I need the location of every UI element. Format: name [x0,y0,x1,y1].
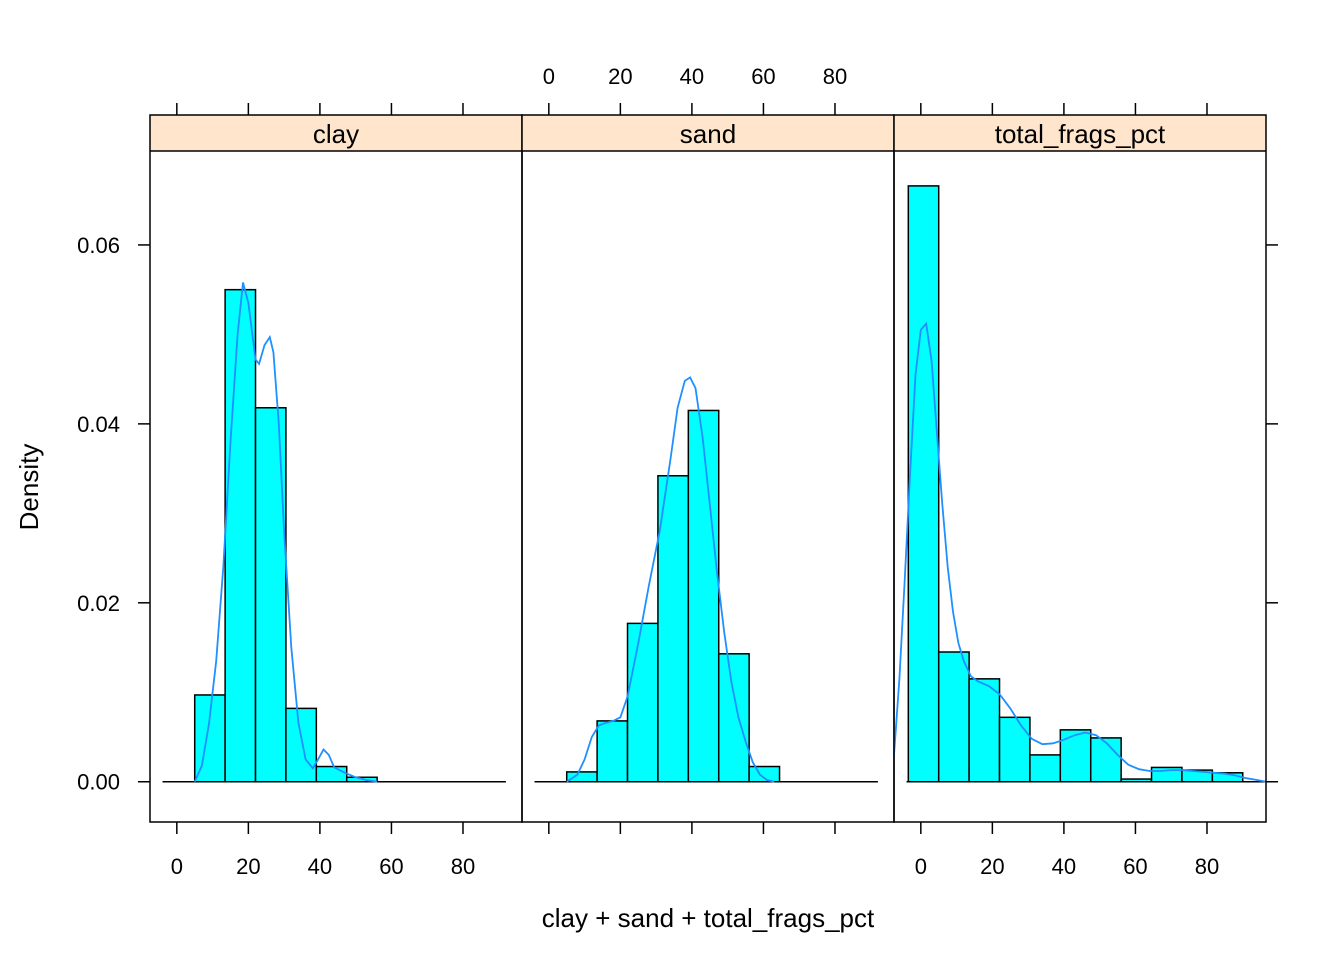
histogram-bar [968,678,1001,783]
x-tick-label: 80 [1195,854,1219,879]
histogram-bar [1089,737,1122,783]
panel-clay: clay [149,114,523,823]
panel-total_frags_pct: total_frags_pct [893,114,1267,823]
histogram-bar [998,716,1031,783]
x-tick-label: 40 [680,64,704,89]
density-curve [893,321,1267,783]
strip-total_frags_pct [894,115,1266,151]
strip-sand [522,115,894,151]
x-tick-label: 40 [1052,854,1076,879]
x-tick-label: 60 [1123,854,1147,879]
strip-clay [150,115,522,151]
y-tick-label: 0.06 [77,233,120,258]
strip-label-clay: clay [313,119,359,149]
histogram-bar [1120,778,1153,783]
histogram-bar [315,765,348,783]
panel-border [893,114,1267,823]
x-tick-label: 80 [451,854,475,879]
density-curve [193,282,378,783]
y-tick-label: 0.00 [77,770,120,795]
axes-group: 0 20 40 60 80 0 20 40 60 80 0 20 40 60 80 0.00 0.02 0.04 0… [77,64,1278,879]
histogram-bar [748,765,781,783]
histogram-bar [596,720,629,783]
x-axis-title: clay + sand + total_frags_pct [542,903,875,933]
x-tick-label: 20 [980,854,1004,879]
y-axis-title: Density [14,444,44,531]
y-tick-label: 0.02 [77,591,120,616]
histogram-bar [1059,729,1092,783]
strip-label-sand: sand [680,119,736,149]
panel-sand: sand [521,114,895,823]
histogram-bar [717,653,750,783]
x-tick-label: 40 [308,854,332,879]
histogram-bar [224,288,257,783]
x-tick-label: 80 [823,64,847,89]
histogram-bar [285,707,318,783]
histogram-bar [626,622,659,783]
x-tick-label: 60 [379,854,403,879]
y-tick-label: 0.04 [77,412,120,437]
histogram-bar [1029,754,1062,783]
x-tick-label: 20 [608,64,632,89]
x-tick-label: 20 [236,854,260,879]
density-curve [566,376,775,783]
x-tick-label: 0 [543,64,555,89]
histogram-bar [687,409,720,783]
x-tick-label: 0 [915,854,927,879]
histogram-bar [907,185,940,783]
histogram-bar [565,771,598,783]
strip-label-total_frags_pct: total_frags_pct [995,119,1166,149]
x-tick-label: 60 [751,64,775,89]
histogram-bar [937,651,970,783]
x-tick-label: 0 [171,854,183,879]
panels-group: clay sand total_frags_pct [149,114,1267,823]
histogram-bar [657,475,690,783]
